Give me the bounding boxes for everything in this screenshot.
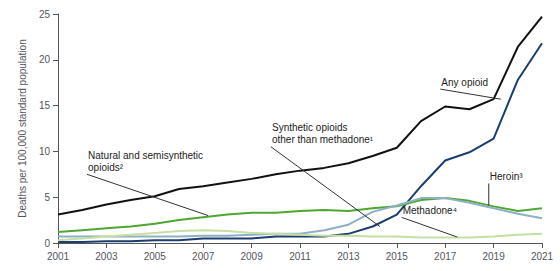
svg-text:2017: 2017 [434, 251, 457, 262]
svg-text:2011: 2011 [289, 251, 311, 262]
svg-text:opioids²: opioids² [88, 162, 124, 173]
svg-text:2005: 2005 [144, 251, 167, 262]
svg-text:Deaths per 100,000 standard po: Deaths per 100,000 standard population [17, 39, 28, 217]
svg-text:2001: 2001 [47, 251, 70, 262]
svg-text:15: 15 [39, 100, 51, 111]
svg-text:2007: 2007 [192, 251, 215, 262]
svg-text:Heroin³: Heroin³ [490, 171, 523, 182]
svg-text:25: 25 [39, 9, 51, 20]
svg-text:2019: 2019 [482, 251, 505, 262]
svg-text:2013: 2013 [337, 251, 360, 262]
svg-text:20: 20 [39, 54, 51, 65]
svg-text:5: 5 [44, 192, 50, 203]
svg-text:other than methadone¹: other than methadone¹ [272, 134, 374, 145]
svg-text:2003: 2003 [95, 251, 118, 262]
svg-text:10: 10 [39, 146, 51, 157]
svg-text:0: 0 [44, 238, 50, 249]
svg-text:2021: 2021 [531, 251, 554, 262]
svg-text:Any opioid: Any opioid [441, 77, 488, 88]
svg-text:2015: 2015 [386, 251, 409, 262]
svg-text:Synthetic opioids: Synthetic opioids [272, 122, 348, 133]
svg-text:2009: 2009 [240, 251, 263, 262]
svg-text:Methadone⁴: Methadone⁴ [403, 205, 457, 216]
svg-text:Natural and semisynthetic: Natural and semisynthetic [88, 150, 203, 161]
